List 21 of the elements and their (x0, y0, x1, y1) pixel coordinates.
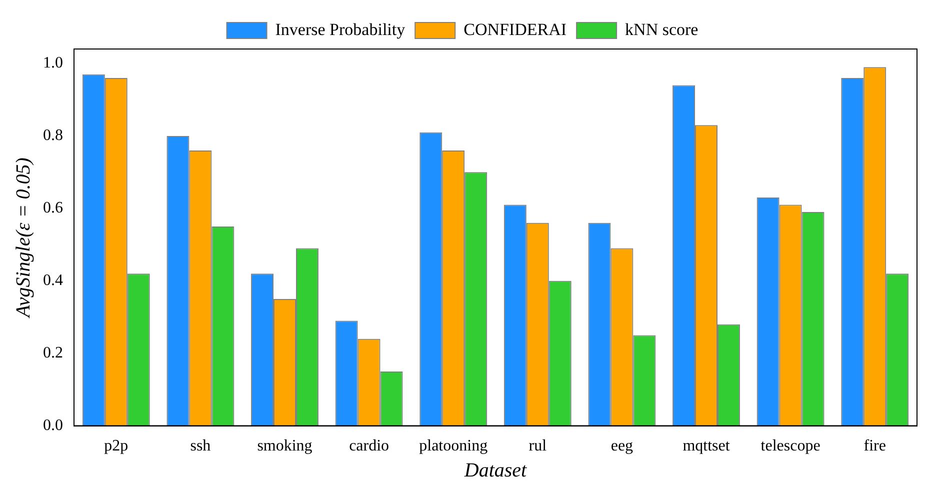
x-tick-label: rul (528, 438, 548, 455)
y-tick-label: 0.8 (43, 127, 63, 144)
x-tick-label: platooning (419, 438, 488, 455)
x-tick-label: p2p (104, 438, 128, 455)
y-tick-label: 0.4 (43, 272, 63, 290)
x-tick-label: fire (864, 438, 886, 455)
x-tick-label: ssh (190, 438, 211, 455)
y-axis-title: AvgSingle(ε = 0.05) (12, 157, 34, 320)
y-tick-label: 0.6 (43, 200, 63, 217)
x-tick-label: smoking (257, 438, 312, 455)
x-tick-label: mqttset (682, 438, 730, 455)
x-tick-label: eeg (610, 438, 634, 455)
y-tick-label: 0.0 (43, 417, 63, 434)
legend-label: Inverse Probability (275, 20, 406, 39)
y-tick-label: 0.2 (43, 344, 63, 362)
legend-label: CONFIDERAI (464, 20, 567, 39)
x-tick-label: cardio (349, 438, 390, 455)
x-axis-title: Dataset (463, 459, 528, 482)
y-tick-label: 1.0 (43, 54, 63, 72)
x-tick-label: telescope (760, 438, 820, 455)
legend-label: kNN score (625, 20, 698, 39)
